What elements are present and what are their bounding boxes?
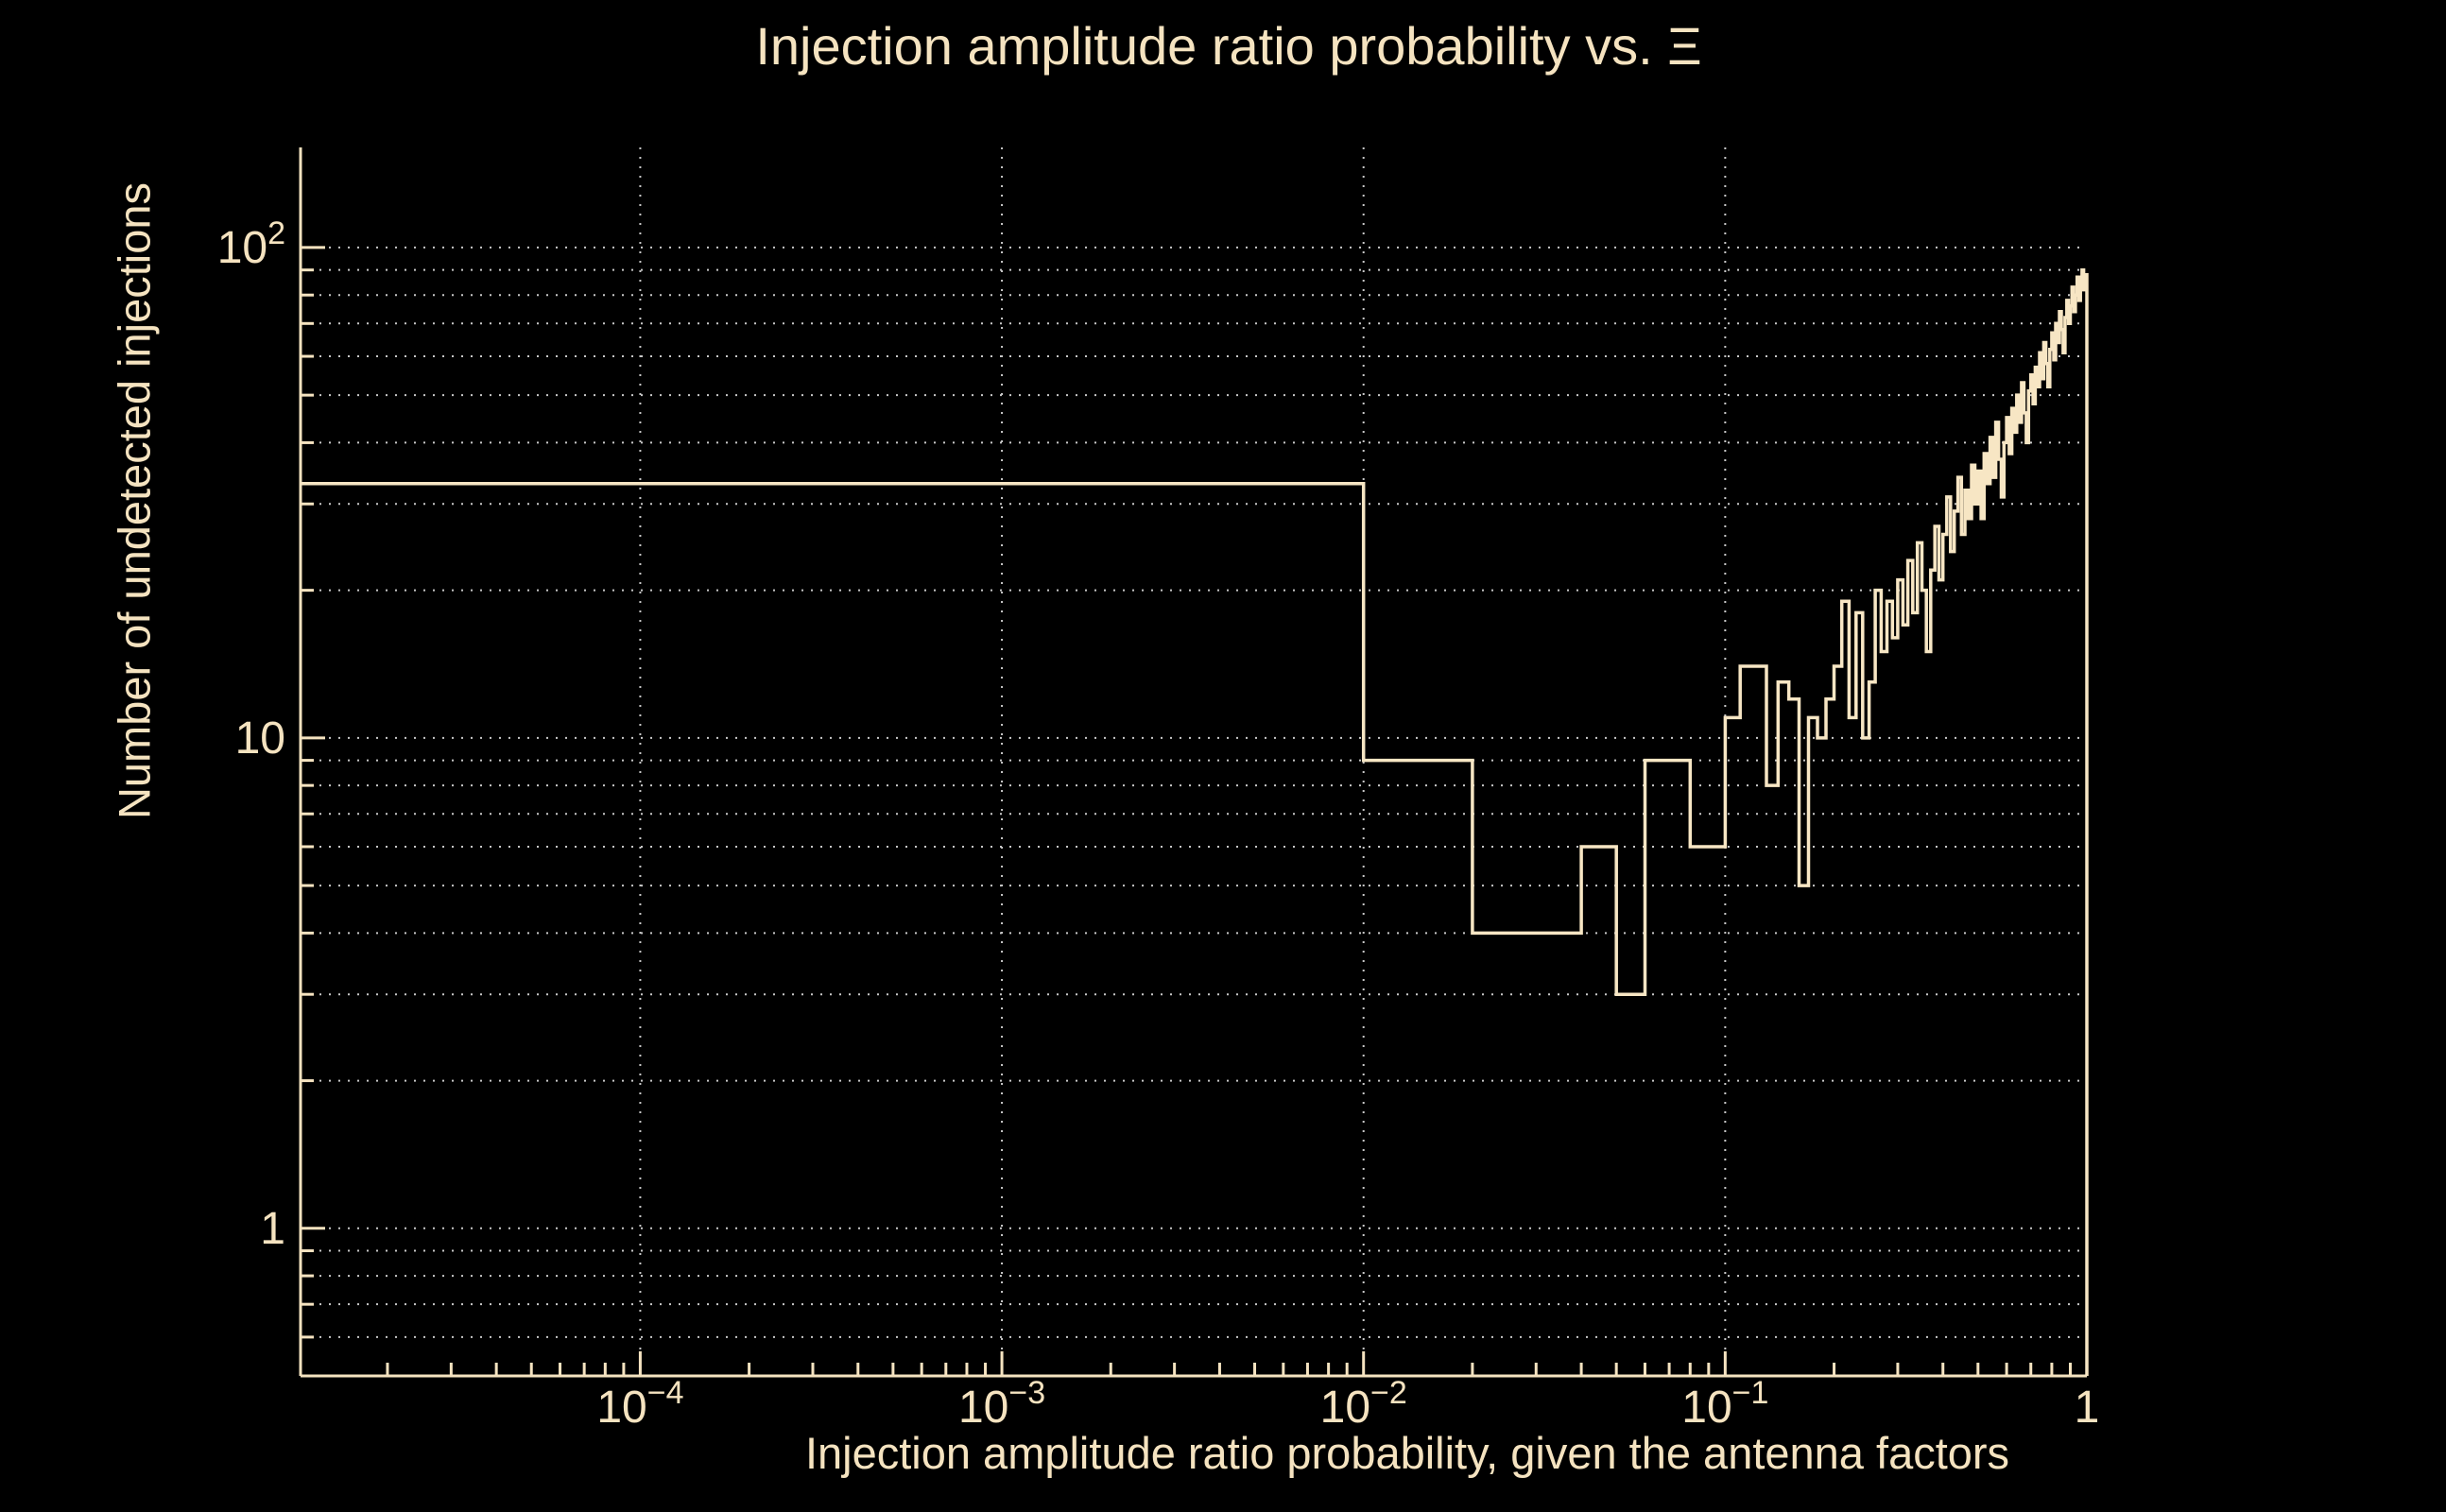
histogram-step-line (301, 267, 2089, 1376)
y-tick-label: 102 (217, 215, 285, 273)
x-tick-label: 10−2 (1320, 1375, 1407, 1433)
y-tick-label: 10 (235, 713, 285, 764)
x-tick-label: 10−4 (596, 1375, 683, 1433)
x-tick-label: 10−3 (958, 1375, 1045, 1433)
x-tick-label: 1 (2075, 1383, 2100, 1433)
y-axis-label: Number of undetected injections (109, 181, 160, 820)
y-tick-label: 1 (260, 1204, 285, 1254)
x-tick-label: 10−1 (1681, 1375, 1768, 1433)
chart-title: Injection amplitude ratio probability vs… (755, 16, 1702, 76)
x-axis-label: Injection amplitude ratio probability, g… (804, 1428, 2010, 1478)
